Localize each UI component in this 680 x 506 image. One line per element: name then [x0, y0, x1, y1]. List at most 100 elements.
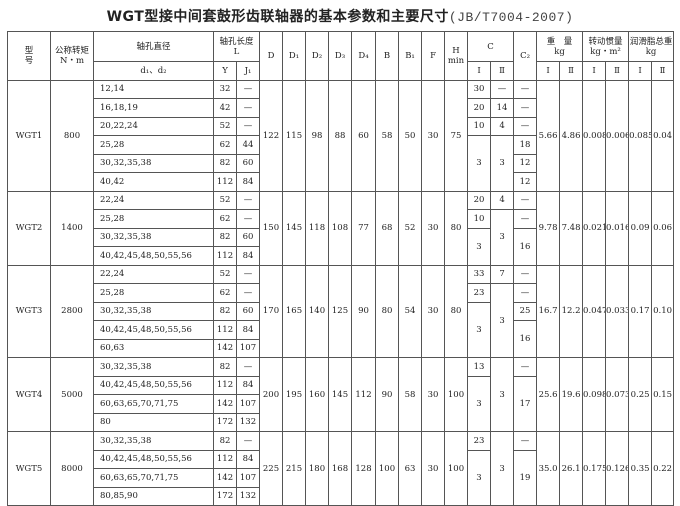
length-y-cell: 172: [213, 486, 237, 506]
dimension-cell: 200: [259, 357, 284, 432]
length-y-cell: 52: [213, 264, 237, 284]
header-text: 型: [24, 45, 34, 56]
c2-cell: 25: [513, 301, 538, 321]
length-y-cell: 62: [213, 209, 237, 229]
torque-cell: 2800: [50, 264, 94, 358]
length-j1-cell: 132: [235, 412, 261, 432]
dimension-cell: 58: [398, 357, 423, 432]
c-cell: 20: [467, 98, 492, 118]
inertia-i-cell: 0.098: [582, 357, 607, 432]
table-row: 20,22,24 52—10 4—: [8, 116, 674, 136]
length-j1-cell: 60: [235, 153, 261, 173]
c2-cell: —: [513, 98, 538, 118]
c2-cell: —: [513, 116, 538, 136]
model-cell: WGT3: [7, 264, 51, 358]
length-j1-cell: 60: [235, 227, 261, 247]
dimension-cell: 80: [444, 190, 469, 266]
length-j1-cell: 107: [235, 338, 261, 358]
dimension-cell: 100: [444, 431, 469, 506]
dimension-cell: 90: [351, 264, 377, 358]
dimension-cell: 170: [259, 264, 284, 358]
bore-diameter-cell: 40,42,45,48,50,55,56: [93, 320, 214, 340]
header-col-ii: Ⅱ: [490, 61, 515, 81]
grease-i-cell: 0.25: [628, 357, 653, 432]
header-text: kg: [645, 46, 657, 57]
table-row: WGT3 2800 22,24 52—170 165 140 125 90 80 54 30 80 33…: [7, 264, 675, 358]
bore-diameter-cell: 40,42,45,48,50,55,56: [93, 246, 214, 266]
length-j1-cell: —: [235, 98, 261, 118]
c-cell: 7: [490, 264, 515, 284]
header-c: C: [467, 31, 515, 62]
dimension-cell: 215: [282, 431, 307, 506]
header-text: L: [233, 46, 240, 57]
dimension-cell: 145: [282, 190, 307, 266]
header-col-ii: Ⅱ: [605, 61, 630, 81]
bore-diameter-cell: 80: [93, 412, 214, 432]
page-title: WGT型接中间套鼓形齿联轴器的基本参数和主要尺寸(JB/T7004-2007): [0, 6, 680, 26]
dimension-cell: 160: [305, 357, 330, 432]
bore-diameter-cell: 25,28: [93, 283, 214, 303]
length-j1-cell: —: [235, 283, 261, 303]
bore-diameter-cell: 80,85,90: [93, 486, 214, 506]
header-col-i: Ⅰ: [536, 61, 561, 81]
dimension-cell: 90: [375, 357, 400, 432]
table-row: 40,42,45,48,50,55,56 112 84: [8, 246, 674, 266]
table-row: WGT1 800 12,14 32—122 115 98 88 60 58 50 30 75 30— —5…: [7, 79, 675, 192]
dimension-cell: 180: [305, 431, 330, 506]
dimension-cell: 88: [328, 79, 353, 192]
weight-i-cell: 25.6: [536, 357, 561, 432]
length-j1-cell: —: [235, 264, 261, 284]
length-y-cell: 112: [213, 375, 237, 395]
bore-diameter-cell: 40,42,45,48,50,55,56: [93, 375, 214, 395]
dimension-cell: 122: [259, 79, 284, 192]
c2-cell: —: [513, 357, 538, 377]
length-y-cell: 112: [213, 246, 237, 266]
length-j1-cell: 84: [235, 320, 261, 340]
weight-i-cell: 9.78: [536, 190, 561, 266]
length-y-cell: 52: [213, 190, 237, 210]
length-j1-cell: 44: [235, 135, 261, 155]
c-cell: 14: [490, 98, 515, 118]
length-j1-cell: —: [235, 190, 261, 210]
inertia-ii-cell: 0.126: [605, 431, 630, 506]
dimension-cell: 100: [444, 357, 469, 432]
dimension-cell: 68: [375, 190, 400, 266]
dimension-cell: 50: [398, 79, 423, 192]
c2-cell: —: [513, 283, 538, 303]
c2-cell: 16: [513, 227, 538, 266]
table-row: 40,42,45,48,50,55,56 112 84 3 19: [8, 449, 674, 506]
header-dim: D: [259, 31, 284, 81]
dimension-cell: 30: [421, 79, 446, 192]
length-y-cell: 112: [213, 449, 237, 469]
header-dim: D₃: [328, 31, 353, 81]
c-cell: 4: [490, 190, 515, 210]
header-dim: D₁: [282, 31, 307, 81]
table-row: 40,42 112 84 12: [8, 172, 674, 192]
inertia-ii-cell: 0.073: [605, 357, 630, 432]
c-cell: 10: [467, 209, 492, 229]
header-bore: 轴孔直径: [93, 31, 214, 62]
header-bore-sub: d₁、d₂: [93, 61, 214, 81]
dimension-cell: 30: [421, 431, 446, 506]
grease-i-cell: 0.09: [628, 190, 653, 266]
weight-i-cell: 16.7: [536, 264, 561, 358]
length-y-cell: 142: [213, 394, 237, 414]
dimension-cell: 128: [351, 431, 377, 506]
c-cell: 3: [467, 301, 492, 358]
bore-diameter-cell: 20,22,24: [93, 116, 214, 136]
model-cell: WGT2: [7, 190, 51, 266]
length-y-cell: 142: [213, 468, 237, 488]
length-y-cell: 62: [213, 283, 237, 303]
bore-diameter-cell: 30,32,35,38: [93, 431, 214, 451]
header-dim: B₁: [398, 31, 423, 81]
table-row: 30,32,35,38 82 60 3 25: [8, 301, 674, 358]
c-cell: 23: [467, 431, 492, 451]
c2-cell: 18: [513, 135, 538, 155]
c2-cell: —: [513, 79, 538, 99]
c-cell: 3: [467, 449, 492, 506]
dimension-cell: 30: [421, 264, 446, 358]
c-cell: 33: [467, 264, 492, 284]
length-j1-cell: 84: [235, 449, 261, 469]
